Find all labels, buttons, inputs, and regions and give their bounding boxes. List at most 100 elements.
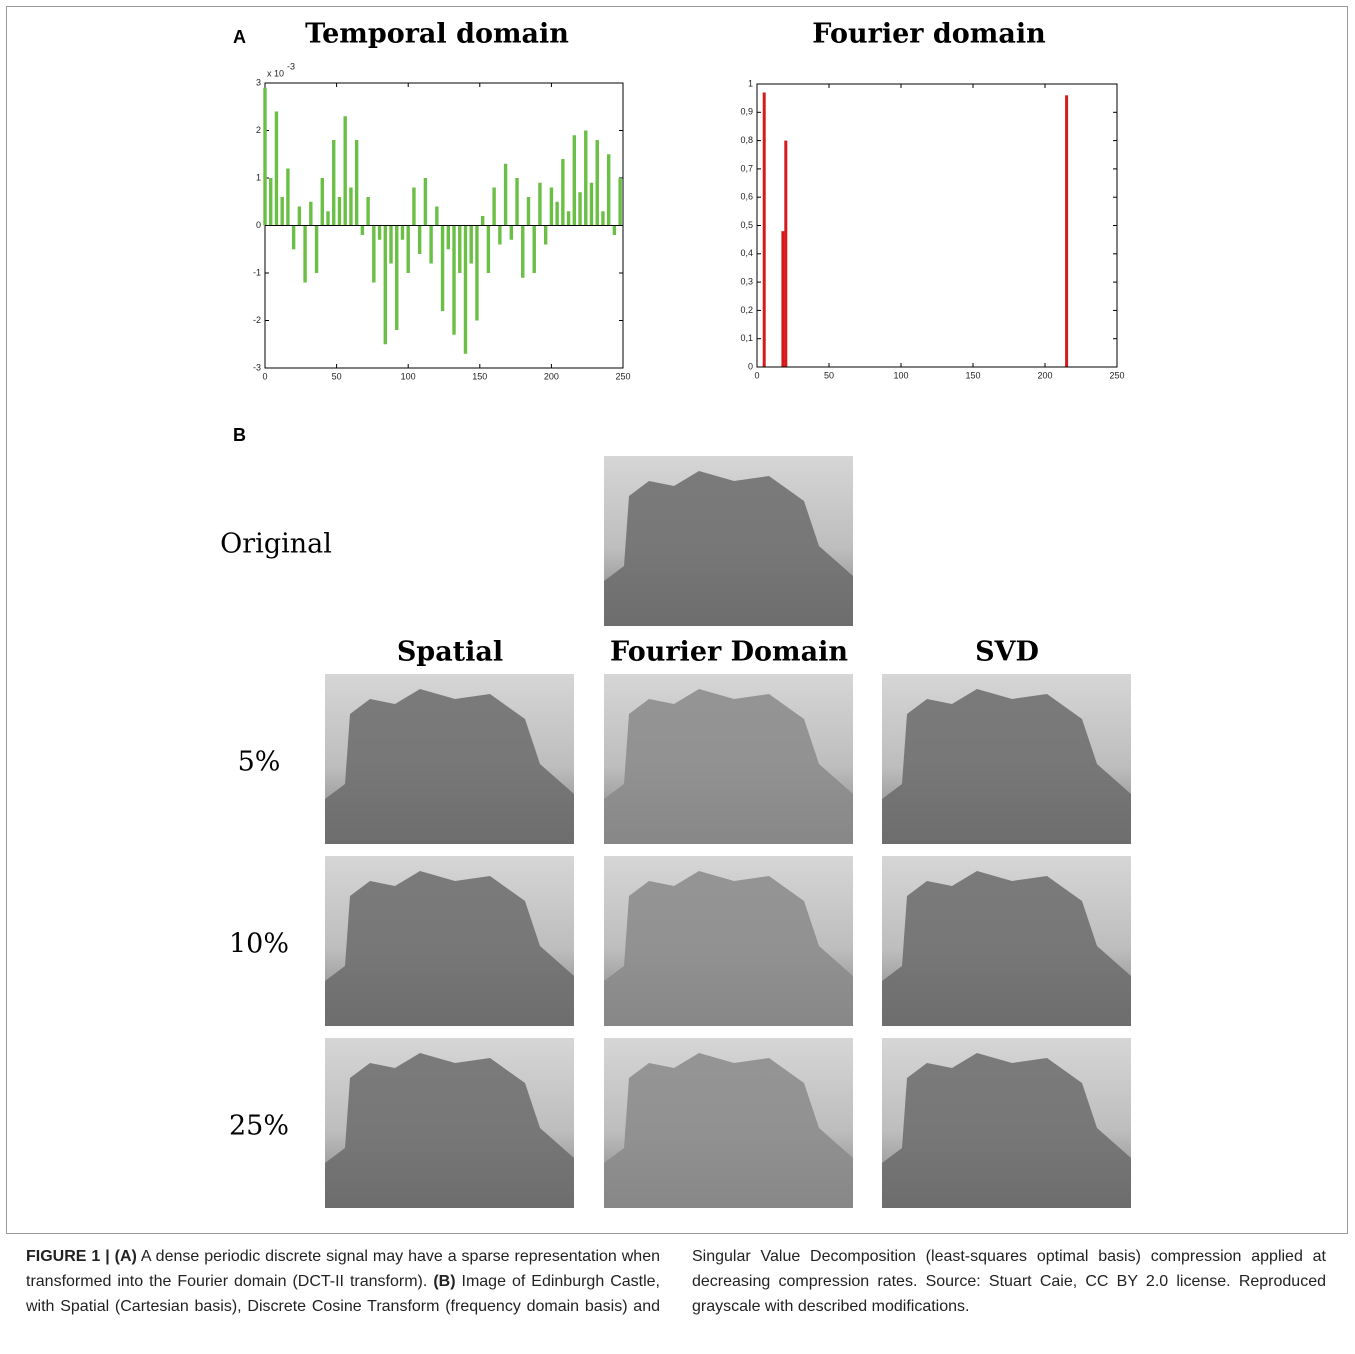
bar (572, 135, 577, 226)
castle-silhouette (882, 1053, 1131, 1208)
image (604, 856, 853, 1026)
image (325, 856, 574, 1026)
bar (612, 225, 617, 235)
axis-multiplier-exponent: -3 (287, 61, 295, 71)
figure: A B Original Temporal domain -3 -2 -1 0 1 2 3 0 5… (220, 19, 1131, 1208)
image (604, 456, 853, 626)
image (882, 674, 1131, 844)
caption-tag: (A) (114, 1248, 137, 1265)
bar (503, 163, 508, 226)
x-tick-label: 200 (544, 371, 559, 381)
bar (263, 87, 267, 226)
image (882, 856, 1131, 1026)
y-tick-label: 0,5 (740, 220, 753, 230)
x-tick-label: 50 (332, 371, 342, 381)
bar (291, 225, 296, 250)
bar (332, 140, 336, 226)
bar (601, 211, 605, 226)
bar (452, 225, 456, 335)
bar (337, 197, 342, 226)
bar (498, 225, 502, 245)
bar (360, 225, 365, 235)
bar (521, 225, 525, 278)
x-tick-label: 150 (965, 370, 980, 380)
panel-label: B (233, 425, 246, 445)
chart-title: Temporal domain (305, 19, 569, 50)
bar (406, 225, 410, 273)
y-tick-label: -3 (253, 362, 261, 372)
image (604, 1038, 853, 1208)
image (325, 1038, 574, 1208)
bar (538, 182, 542, 226)
bar (303, 225, 307, 283)
y-tick-label: 0,7 (740, 163, 753, 173)
image (882, 1038, 1131, 1208)
y-tick-label: 2 (256, 125, 261, 135)
plot-area (756, 83, 1118, 368)
y-tick-label: -2 (253, 315, 261, 325)
row-label: Original (220, 529, 332, 560)
y-tick-label: 0,4 (740, 248, 753, 258)
column-header: Fourier Domain (610, 637, 848, 668)
bar (589, 182, 594, 226)
bar (458, 225, 462, 273)
bar (429, 225, 433, 264)
x-tick-label: 50 (824, 370, 834, 380)
bar (349, 187, 353, 226)
bar (566, 211, 571, 226)
castle-silhouette (882, 689, 1131, 844)
bar (781, 231, 785, 367)
bar (784, 140, 788, 367)
bar (274, 111, 279, 226)
bar (377, 225, 382, 240)
bar (435, 206, 439, 226)
bar (314, 225, 319, 273)
bar (475, 225, 479, 321)
bar (400, 225, 405, 240)
bar (606, 154, 611, 226)
y-tick-label: 0,6 (740, 192, 753, 202)
bar (543, 225, 548, 245)
bar (446, 225, 450, 250)
y-tick-label: 3 (256, 77, 261, 87)
bar (549, 187, 554, 226)
bar (492, 187, 496, 226)
bar (280, 197, 284, 226)
bar (354, 140, 359, 226)
bar (584, 130, 588, 226)
bar (286, 168, 290, 226)
bar (412, 187, 416, 226)
x-tick-label: 0 (754, 370, 759, 380)
bar (515, 178, 519, 226)
y-tick-label: 0,1 (740, 333, 753, 343)
castle-silhouette (604, 471, 853, 626)
caption: FIGURE 1 | (A) A dense periodic discrete… (6, 1233, 1346, 1354)
castle-silhouette (325, 1053, 574, 1208)
y-tick-label: 1 (748, 78, 753, 88)
bar (269, 178, 273, 226)
y-tick-label: 0,8 (740, 135, 753, 145)
bar (561, 159, 565, 226)
x-tick-label: 100 (893, 370, 908, 380)
row-label: 25% (229, 1111, 289, 1142)
panel-label: A (233, 27, 246, 47)
bar (532, 225, 536, 273)
caption-label: FIGURE 1 | (26, 1248, 115, 1265)
bar (463, 225, 468, 354)
x-tick-label: 100 (401, 371, 416, 381)
chart-title: Fourier domain (812, 19, 1046, 50)
caption-text: A dense periodic discrete signal may hav… (26, 1248, 661, 1290)
bar (480, 216, 485, 226)
bar (372, 225, 376, 283)
bar (343, 116, 347, 226)
x-tick-label: 150 (472, 371, 487, 381)
bar (762, 92, 766, 368)
column-header: SVD (975, 637, 1039, 668)
bar (486, 225, 491, 273)
castle-silhouette (882, 871, 1131, 1026)
bar (555, 201, 559, 226)
y-tick-label: 1 (256, 172, 261, 182)
caption-tag: (B) (433, 1273, 456, 1290)
column-header: Spatial (397, 637, 503, 668)
